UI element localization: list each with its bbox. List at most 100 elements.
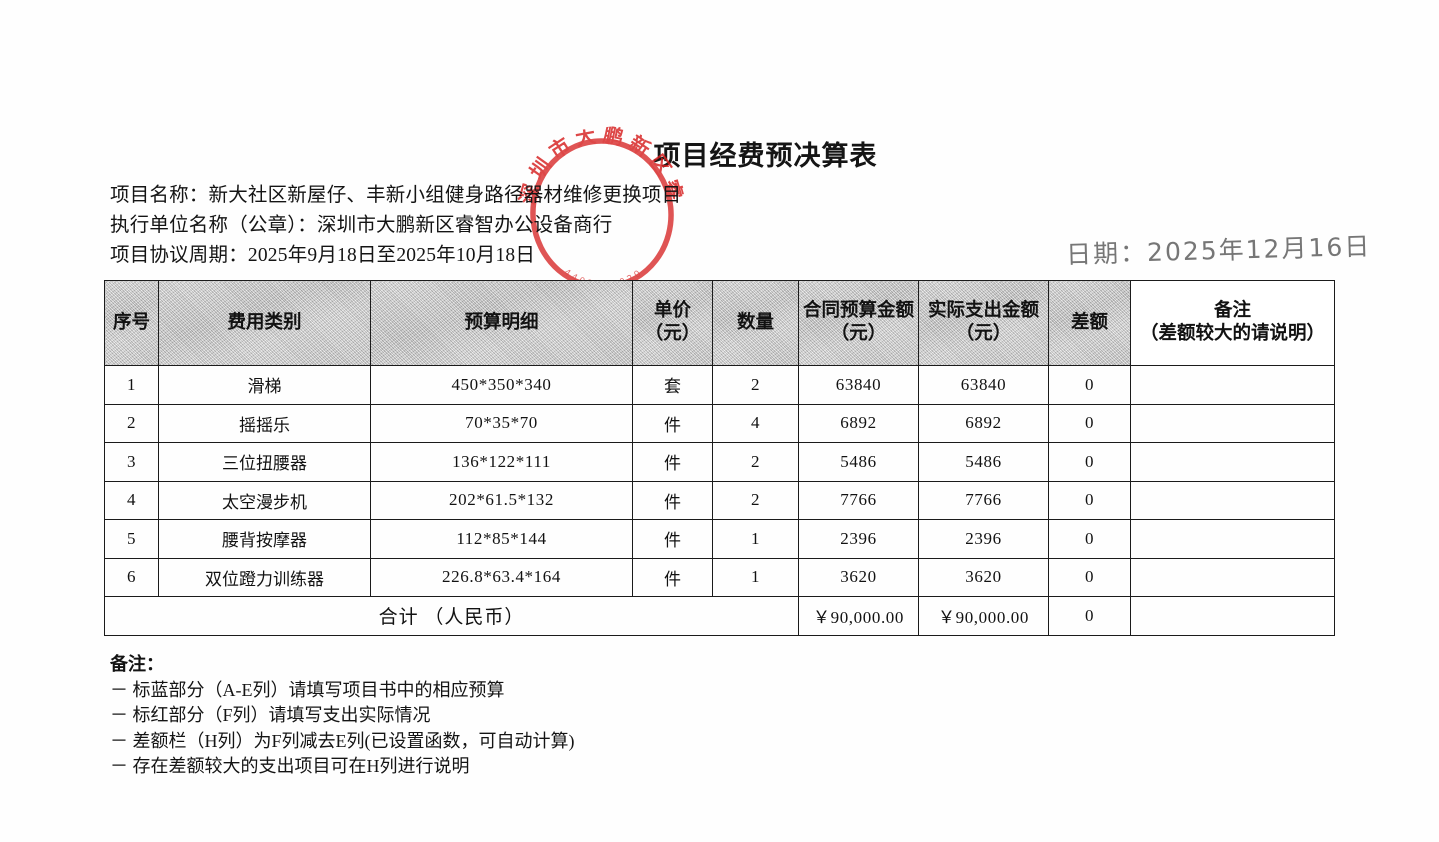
cell-budget: 5486 (798, 442, 919, 482)
total-budget: ￥90,000.00 (798, 596, 919, 636)
header-actual-expense-line1: 实际支出金额 (927, 301, 1039, 321)
cell-category: 摇摇乐 (158, 403, 371, 443)
header-category: 费用类别 (158, 280, 371, 366)
header-unit-price-line1: 单价 (653, 301, 691, 321)
cell-budget: 3620 (798, 557, 919, 597)
table-row: 2 摇摇乐 70*35*70 件 4 6892 6892 0 (104, 403, 1335, 443)
cell-detail: 226.8*63.4*164 (370, 557, 633, 597)
table-total-row: 合计 （人民币） ￥90,000.00 ￥90,000.00 0 (104, 596, 1335, 636)
handwritten-date: 日期：2025年12月16日 (1065, 231, 1372, 270)
header-contract-budget-line2: （元） (830, 324, 887, 344)
header-remark: 备注 （差额较大的请说明） (1130, 280, 1335, 366)
table-row: 6 双位蹬力训练器 226.8*63.4*164 件 1 3620 3620 0 (104, 557, 1335, 597)
document-meta: 项目名称：新大社区新屋仔、丰新小组健身路径器材维修更换项目 执行单位名称（公章）… (110, 181, 681, 271)
cell-actual: 7766 (918, 480, 1049, 520)
cell-detail: 136*122*111 (370, 442, 633, 482)
note-item: － 存在差额较大的支出项目可在H列进行说明 (110, 756, 470, 776)
cell-index: 6 (104, 557, 159, 597)
header-quantity: 数量 (712, 280, 799, 366)
header-unit-price-line2: （元） (644, 324, 701, 344)
cell-index: 3 (104, 442, 159, 482)
cell-index: 2 (104, 403, 159, 443)
cell-index: 1 (104, 365, 159, 405)
cell-category: 三位扭腰器 (158, 442, 371, 482)
cell-budget: 6892 (798, 403, 919, 443)
total-difference: 0 (1048, 596, 1131, 636)
footer-notes: 备注： － 标蓝部分（A-E列）请填写项目书中的相应预算 － 标红部分（F列）请… (110, 652, 575, 780)
page-title: 项目经费预决算表 (0, 134, 1439, 173)
cell-remark (1130, 365, 1335, 405)
cell-budget: 2396 (798, 519, 919, 559)
cell-remark (1130, 557, 1335, 597)
notes-title: 备注： (110, 654, 164, 674)
total-remark (1130, 596, 1335, 636)
cell-difference: 0 (1048, 480, 1131, 520)
cell-actual: 6892 (918, 403, 1049, 443)
meta-project-name: 项目名称：新大社区新屋仔、丰新小组健身路径器材维修更换项目 (110, 185, 682, 206)
cell-difference: 0 (1048, 365, 1131, 405)
page-title-text: 项目经费预决算表 (653, 141, 878, 171)
cell-quantity: 2 (712, 480, 799, 520)
header-actual-expense: 实际支出金额 （元） (918, 280, 1049, 366)
cell-quantity: 2 (712, 442, 799, 482)
header-contract-budget: 合同预算金额 （元） (798, 280, 919, 366)
header-detail: 预算明细 (370, 280, 633, 366)
note-item: － 标蓝部分（A-E列）请填写项目书中的相应预算 (110, 679, 505, 700)
header-actual-expense-line2: （元） (955, 324, 1012, 344)
table-row: 5 腰背按摩器 112*85*144 件 1 2396 2396 0 (104, 519, 1335, 559)
cell-unit: 套 (632, 365, 713, 405)
table-row: 1 滑梯 450*350*340 套 2 63840 63840 0 (104, 365, 1335, 405)
header-index: 序号 (104, 280, 159, 366)
cell-quantity: 1 (712, 519, 799, 559)
cell-unit: 件 (632, 480, 713, 520)
cell-budget: 7766 (798, 480, 919, 520)
cell-remark (1130, 442, 1335, 482)
budget-table: 序号 费用类别 预算明细 单价 （元） 数量 合同预算金额 （元） 实际支出金额… (104, 280, 1335, 636)
cell-quantity: 1 (712, 557, 799, 597)
table-body: 1 滑梯 450*350*340 套 2 63840 63840 0 2 摇摇乐… (104, 365, 1335, 636)
cell-unit: 件 (632, 403, 713, 443)
header-unit-price: 单价 （元） (632, 280, 713, 366)
note-item: － 标红部分（F列）请填写支出实际情况 (110, 705, 431, 725)
header-difference: 差额 (1048, 280, 1131, 366)
cell-difference: 0 (1048, 557, 1131, 597)
cell-actual: 63840 (918, 365, 1049, 405)
cell-quantity: 2 (712, 365, 799, 405)
table-row: 4 太空漫步机 202*61.5*132 件 2 7766 7766 0 (104, 480, 1335, 520)
meta-agreement-period: 项目协议周期：2025年9月18日至2025年10月18日 (110, 245, 536, 266)
cell-remark (1130, 480, 1335, 520)
cell-detail: 202*61.5*132 (370, 480, 633, 520)
cell-category: 太空漫步机 (158, 480, 371, 520)
cell-difference: 0 (1048, 519, 1131, 559)
cell-actual: 3620 (918, 557, 1049, 597)
cell-difference: 0 (1048, 442, 1131, 482)
cell-difference: 0 (1048, 403, 1131, 443)
cell-remark (1130, 403, 1335, 443)
header-remark-line2: （差额较大的请说明） (1139, 324, 1325, 344)
cell-quantity: 4 (712, 403, 799, 443)
table-header-row: 序号 费用类别 预算明细 单价 （元） 数量 合同预算金额 （元） 实际支出金额… (104, 280, 1335, 366)
meta-executing-unit: 执行单位名称（公章）：深圳市大鹏新区睿智办公设备商行 (110, 215, 613, 236)
cell-index: 5 (104, 519, 159, 559)
cell-index: 4 (104, 480, 159, 520)
cell-detail: 112*85*144 (370, 519, 633, 559)
header-remark-line1: 备注 (1213, 301, 1251, 321)
cell-detail: 450*350*340 (370, 365, 633, 405)
cell-actual: 2396 (918, 519, 1049, 559)
note-item: － 差额栏（H列）为F列减去E列(已设置函数，可自动计算) (110, 730, 575, 751)
cell-detail: 70*35*70 (370, 403, 633, 443)
cell-category: 腰背按摩器 (158, 519, 371, 559)
cell-unit: 件 (632, 557, 713, 597)
cell-actual: 5486 (918, 442, 1049, 482)
cell-unit: 件 (632, 519, 713, 559)
cell-unit: 件 (632, 442, 713, 482)
table-row: 3 三位扭腰器 136*122*111 件 2 5486 5486 0 (104, 442, 1335, 482)
total-actual: ￥90,000.00 (918, 596, 1049, 636)
total-label: 合计 （人民币） (104, 596, 799, 636)
cell-remark (1130, 519, 1335, 559)
header-contract-budget-line1: 合同预算金额 (802, 301, 914, 321)
cell-category: 双位蹬力训练器 (158, 557, 371, 597)
cell-category: 滑梯 (158, 365, 371, 405)
cell-budget: 63840 (798, 365, 919, 405)
